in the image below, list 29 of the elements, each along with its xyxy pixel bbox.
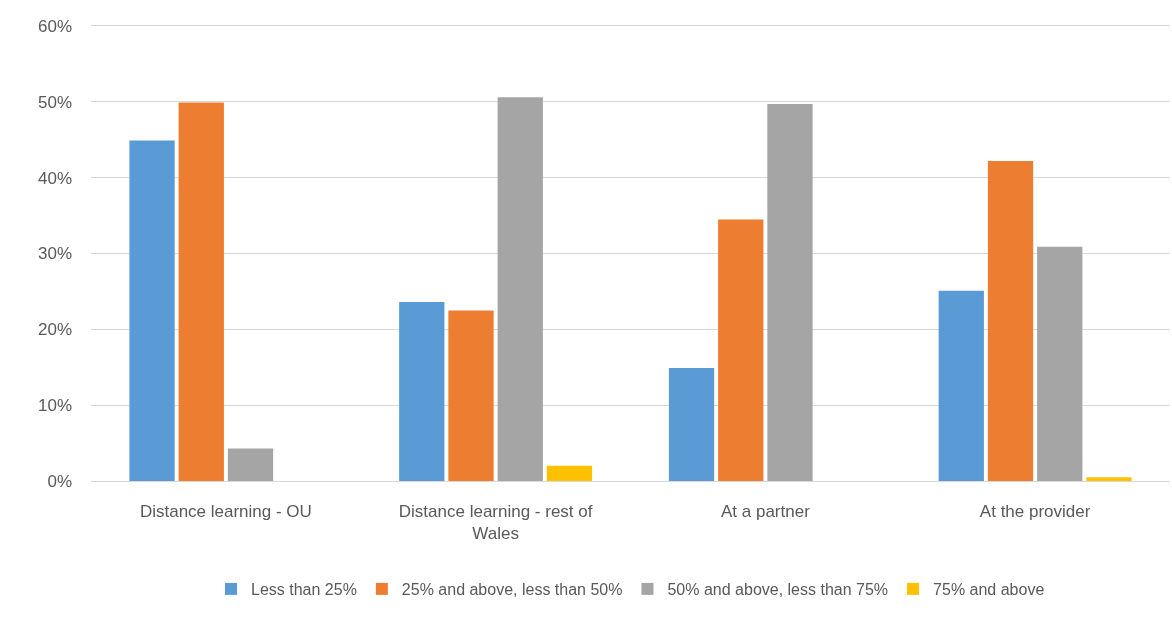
bar — [497, 97, 543, 481]
y-tick-label: 20% — [37, 320, 72, 340]
legend-label: Less than 25% — [251, 581, 357, 599]
y-tick-label: 50% — [37, 92, 72, 112]
bar — [938, 290, 984, 481]
x-tick-label: At the provider — [979, 501, 1091, 521]
bar — [546, 465, 593, 481]
bar — [448, 310, 494, 481]
x-tick-label: At a partner — [720, 501, 811, 521]
bar — [668, 368, 715, 481]
x-tick-label: Distance learning - OU — [139, 501, 312, 521]
x-tick-label: Distance learning - rest of Wales — [398, 501, 593, 543]
y-tick-label: 10% — [37, 396, 72, 416]
bar — [399, 302, 445, 481]
y-tick-label: 30% — [37, 244, 72, 264]
legend-label: 50% and above, less than 75% — [667, 581, 889, 599]
y-tick-label: 40% — [37, 168, 72, 188]
bar — [129, 140, 175, 481]
y-tick-label: 60% — [37, 16, 72, 36]
bar — [718, 219, 764, 481]
bar — [767, 104, 813, 481]
y-tick-label: 0% — [47, 471, 72, 491]
bar — [1086, 477, 1132, 481]
bar — [178, 102, 224, 481]
legend-label: 75% and above — [933, 581, 1045, 599]
bar — [987, 160, 1034, 481]
legend-label: 25% and above, less than 50% — [401, 581, 623, 599]
bar — [227, 448, 274, 481]
bar — [1037, 246, 1083, 481]
